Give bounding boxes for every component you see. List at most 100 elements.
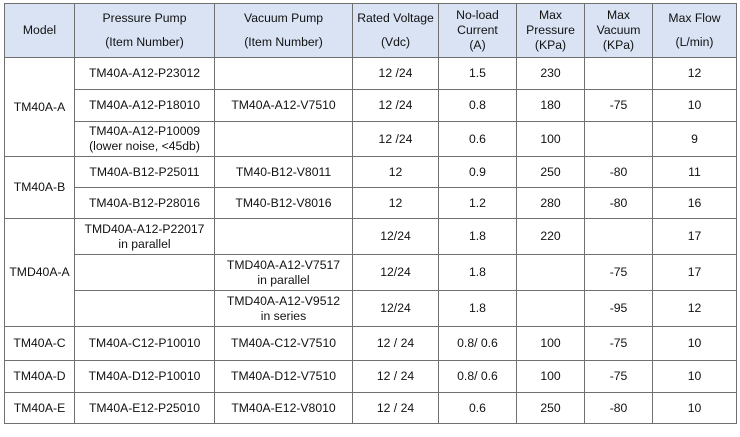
max-pressure-cell: 230 [516, 57, 585, 90]
current-cell: 0.6 [438, 121, 517, 157]
max-vacuum-cell: -95 [584, 290, 653, 327]
current-cell: 1.5 [438, 57, 517, 90]
current-cell: 0.9 [438, 156, 517, 188]
max-vacuum-cell [584, 121, 653, 157]
header-max-vacuum: Max Vacuum (KPa) [584, 3, 653, 58]
current-cell: 1.8 [438, 218, 517, 255]
vacuum-pump-cell: TM40-B12-V8011 [214, 156, 353, 188]
header-max-pressure: Max Pressure (KPa) [516, 3, 585, 58]
max-flow-cell: 9 [652, 121, 737, 157]
vacuum-pump-cell [214, 121, 353, 157]
table-row: TMD40A-A12-V9512 in series 12/24 1.8 -95… [5, 290, 737, 327]
max-flow-cell: 17 [652, 218, 737, 255]
max-pressure-cell: 100 [516, 326, 585, 361]
vacuum-pump-cell: TM40-B12-V8016 [214, 187, 353, 219]
header-noload-current: No-load Current (A) [438, 3, 517, 58]
pressure-pump-cell: TM40A-B12-P25011 [74, 156, 215, 188]
voltage-cell: 12 / 24 [352, 360, 439, 393]
spec-table: Model Pressure Pump (Item Number) Vacuum… [4, 3, 737, 424]
header-model: Model [4, 3, 75, 58]
table-row: TM40A-C TM40A-C12-P10010 TM40A-C12-V7510… [4, 326, 737, 361]
table-row: TM40A-B TM40A-B12-P25011 TM40-B12-V8011 … [4, 156, 737, 219]
table-row: TM40A-B12-P28016 TM40-B12-V8016 12 1.2 2… [5, 187, 737, 219]
table-row: TMD40A-A TMD40A-A12-P22017 in parallel 1… [4, 218, 737, 327]
voltage-cell: 12 /24 [352, 89, 439, 122]
current-cell: 1.8 [438, 254, 517, 291]
voltage-cell: 12 [352, 187, 439, 219]
header-row: Model Pressure Pump (Item Number) Vacuum… [4, 3, 737, 58]
max-vacuum-cell: -80 [584, 187, 653, 219]
current-cell: 1.8 [438, 290, 517, 327]
pressure-pump-cell: TM40A-D12-P10010 [74, 360, 215, 393]
pressure-pump-cell: TM40A-A12-P23012 [74, 57, 215, 90]
voltage-cell: 12/24 [352, 254, 439, 291]
max-flow-cell: 10 [652, 392, 737, 424]
max-vacuum-cell: -80 [584, 392, 653, 424]
max-vacuum-cell [584, 218, 653, 255]
max-flow-cell: 10 [652, 360, 737, 393]
current-cell: 0.8/ 0.6 [438, 360, 517, 393]
table-row: TM40A-A12-P18010 TM40A-A12-V7510 12 /24 … [5, 89, 737, 122]
max-flow-cell: 17 [652, 254, 737, 291]
max-vacuum-cell: -75 [584, 326, 653, 361]
current-cell: 0.6 [438, 392, 517, 424]
vacuum-pump-cell: TMD40A-A12-V7517 in parallel [214, 254, 353, 291]
model-cell: TM40A-D [4, 360, 75, 393]
voltage-cell: 12 [352, 156, 439, 188]
pressure-pump-cell: TM40A-A12-P10009 (lower noise, <45db) [74, 121, 215, 157]
max-flow-cell: 10 [652, 89, 737, 122]
vacuum-pump-cell: TM40A-A12-V7510 [214, 89, 353, 122]
max-vacuum-cell: -75 [584, 89, 653, 122]
max-pressure-cell: 100 [516, 360, 585, 393]
max-pressure-cell: 100 [516, 121, 585, 157]
max-flow-cell: 10 [652, 326, 737, 361]
max-pressure-cell: 250 [516, 392, 585, 424]
vacuum-pump-cell: TMD40A-A12-V9512 in series [214, 290, 353, 327]
model-cell: TM40A-E [4, 392, 75, 424]
max-flow-cell: 12 [652, 290, 737, 327]
max-vacuum-cell [584, 57, 653, 90]
max-vacuum-cell: -75 [584, 254, 653, 291]
model-cell: TM40A-C [4, 326, 75, 361]
header-pressure-pump: Pressure Pump (Item Number) [74, 3, 215, 58]
header-rated-voltage: Rated Voltage (Vdc) [352, 3, 439, 58]
max-vacuum-cell: -80 [584, 156, 653, 188]
pressure-pump-cell: TM40A-C12-P10010 [74, 326, 215, 361]
max-vacuum-cell: -75 [584, 360, 653, 393]
table-row: TMD40A-A12-V7517 in parallel 12/24 1.8 -… [5, 254, 737, 291]
vacuum-pump-cell: TM40A-D12-V7510 [214, 360, 353, 393]
max-pressure-cell: 220 [516, 218, 585, 255]
voltage-cell: 12 /24 [352, 57, 439, 90]
vacuum-pump-cell: TM40A-E12-V8010 [214, 392, 353, 424]
max-flow-cell: 16 [652, 187, 737, 219]
pressure-pump-cell [74, 290, 215, 327]
pressure-pump-cell: TMD40A-A12-P22017 in parallel [74, 218, 215, 255]
max-flow-cell: 11 [652, 156, 737, 188]
voltage-cell: 12 /24 [352, 121, 439, 157]
max-pressure-cell [516, 254, 585, 291]
current-cell: 0.8/ 0.6 [438, 326, 517, 361]
vacuum-pump-cell: TM40A-C12-V7510 [214, 326, 353, 361]
max-pressure-cell: 180 [516, 89, 585, 122]
pressure-pump-cell [74, 254, 215, 291]
pressure-pump-cell: TM40A-E12-P25010 [74, 392, 215, 424]
max-pressure-cell: 280 [516, 187, 585, 219]
max-flow-cell: 12 [652, 57, 737, 90]
voltage-cell: 12 / 24 [352, 392, 439, 424]
pressure-pump-cell: TM40A-A12-P18010 [74, 89, 215, 122]
table-row: TM40A-E TM40A-E12-P25010 TM40A-E12-V8010… [4, 392, 737, 424]
voltage-cell: 12 / 24 [352, 326, 439, 361]
max-pressure-cell [516, 290, 585, 327]
model-cell: TM40A-A [4, 57, 75, 157]
model-cell: TMD40A-A [4, 218, 75, 327]
vacuum-pump-cell [214, 218, 353, 255]
max-pressure-cell: 250 [516, 156, 585, 188]
voltage-cell: 12/24 [352, 218, 439, 255]
current-cell: 0.8 [438, 89, 517, 122]
pressure-pump-cell: TM40A-B12-P28016 [74, 187, 215, 219]
table-row: TM40A-A12-P10009 (lower noise, <45db) 12… [5, 121, 737, 157]
vacuum-pump-cell [214, 57, 353, 90]
table-row: TM40A-A TM40A-A12-P23012 12 /24 1.5 230 … [4, 57, 737, 157]
voltage-cell: 12/24 [352, 290, 439, 327]
current-cell: 1.2 [438, 187, 517, 219]
